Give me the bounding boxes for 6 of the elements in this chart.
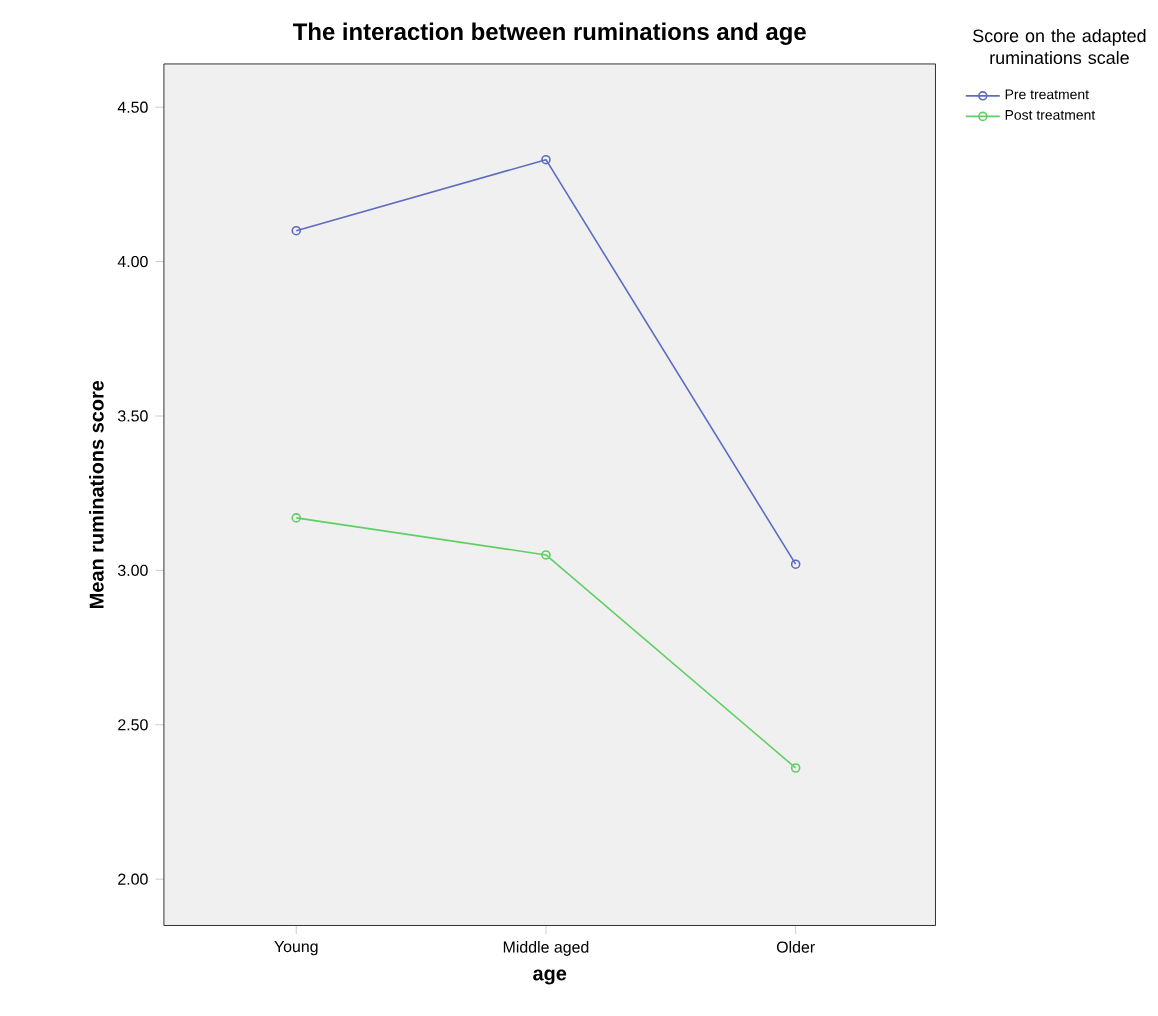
chart-title: The interaction between ruminations and age bbox=[293, 22, 806, 46]
legend-title: Score on the adapted ruminations scale bbox=[973, 29, 1146, 65]
point bbox=[541, 155, 551, 165]
x-axis-title: age bbox=[533, 969, 567, 985]
point bbox=[541, 550, 551, 560]
y-axis-title: Mean ruminations score bbox=[89, 381, 104, 609]
